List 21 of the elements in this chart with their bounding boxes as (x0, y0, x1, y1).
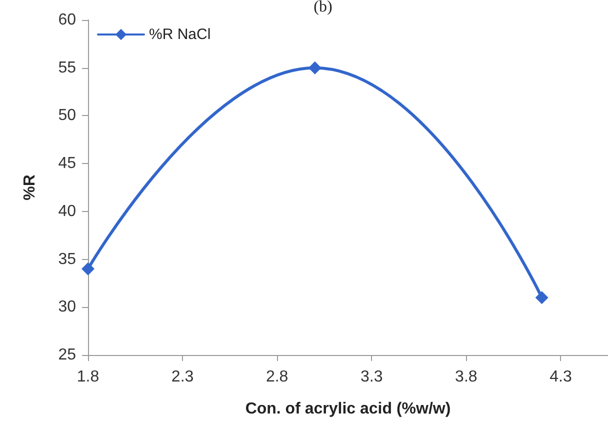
y-axis-title: %R (22, 174, 38, 200)
x-tick-label: 4.3 (550, 368, 572, 386)
y-tick-label: 35 (58, 250, 76, 268)
y-tick-label: 60 (58, 12, 76, 28)
x-tick-label: 3.3 (360, 368, 383, 386)
chart-title: (b) (314, 0, 332, 16)
x-axis-title: Con. of acrylic acid (%w/w) (245, 400, 451, 418)
point (535, 291, 548, 304)
x-tick-label: 2.3 (171, 368, 194, 386)
legend-label: %R NaCl (149, 26, 211, 43)
x-tick-label: 2.8 (266, 368, 288, 386)
x-tick-label: 3.8 (455, 368, 478, 386)
y-tick-label: 55 (58, 59, 76, 76)
y-tick-label: 30 (58, 298, 76, 316)
y-tick-label: 50 (58, 107, 76, 124)
point (82, 262, 94, 276)
y-tick-label: 45 (58, 155, 76, 172)
x-tick-label: 1.8 (76, 368, 100, 386)
y-tick-label: 25 (58, 346, 76, 364)
y-tick-label: 40 (58, 202, 76, 220)
point (308, 61, 322, 74)
